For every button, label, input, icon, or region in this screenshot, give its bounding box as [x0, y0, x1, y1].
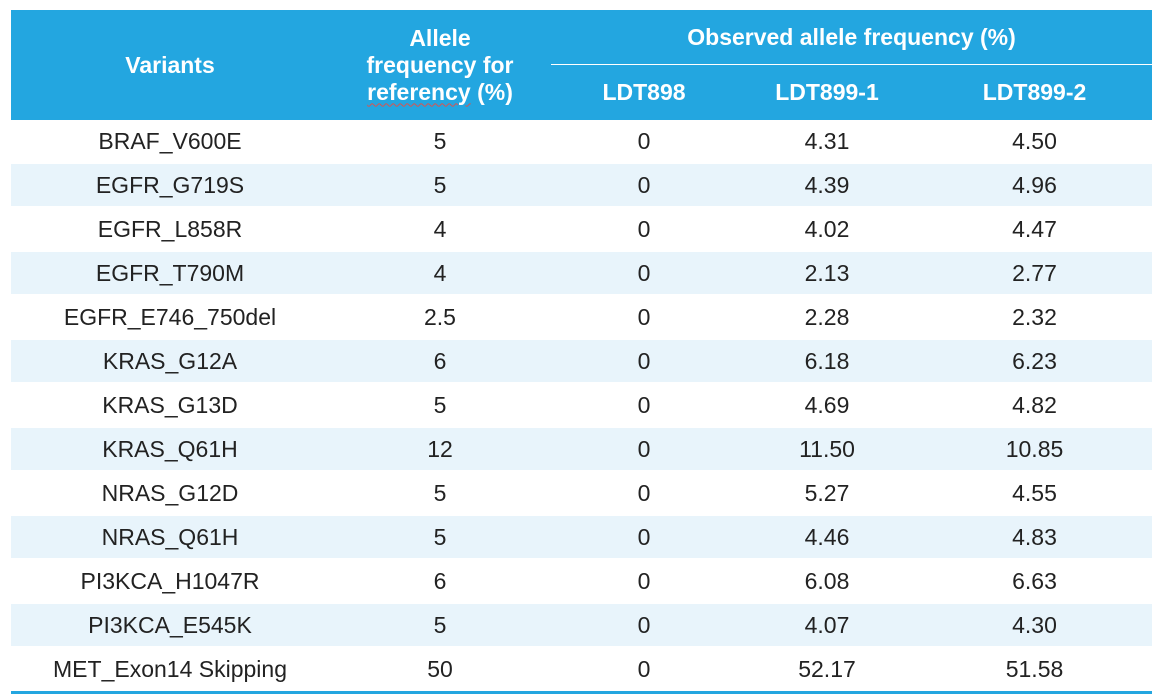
table-row: EGFR_L858R 4 0 4.02 4.47 — [11, 206, 1153, 251]
cell-ref: 5 — [433, 127, 447, 154]
cell-ldt898: 0 — [551, 470, 737, 515]
cell-ldt899-2: 2.77 — [917, 250, 1153, 295]
table-row: EGFR_E746_750del 2.5 0 2.28 2.32 — [11, 294, 1153, 339]
cell-variant: NRAS_G12D — [11, 470, 329, 515]
cell-ref: 2.5 — [329, 294, 551, 339]
header-observed-group: Observed allele frequency (%) — [551, 10, 1153, 65]
cell-ref: 5 — [329, 470, 551, 515]
cell-ref: 6 — [329, 558, 551, 603]
cell-ref: 5 — [329, 514, 551, 559]
header-ldt899-2: LDT899-2 — [917, 65, 1153, 120]
cell-ldt899-1: 4.07 — [737, 602, 917, 647]
header-ref-unit: (%) — [470, 78, 513, 105]
header-variants: Variants — [11, 10, 329, 120]
cell-ldt899-2: 6.23 — [917, 338, 1153, 383]
cell-ldt898: 0 — [551, 558, 737, 603]
cell-variant: EGFR_E746_750del — [11, 294, 329, 339]
cell-ldt899-2: 4.30 — [917, 602, 1153, 647]
table-row: PI3KCA_H1047R 6 0 6.08 6.63 — [11, 558, 1153, 603]
cell-variant: MET_Exon14 Skipping — [11, 646, 329, 690]
header-observed-label: Observed allele frequency (%) — [687, 24, 1016, 50]
cell-variant: PI3KCA_H1047R — [11, 558, 329, 603]
cell-ldt898: 0 — [551, 250, 737, 295]
table-row: KRAS_G12A 6 0 6.18 6.23 — [11, 338, 1153, 383]
table-row: EGFR_G719S 5 0 4.39 4.96 — [11, 162, 1153, 207]
cell-ref: 4 — [329, 250, 551, 295]
cell-ldt898: 0 — [551, 602, 737, 647]
cell-ref: 5 — [329, 382, 551, 427]
table-row: KRAS_G13D 5 0 4.69 4.82 — [11, 382, 1153, 427]
header-ldt898: LDT898 — [551, 65, 737, 120]
cell-ldt899-1: 4.46 — [737, 514, 917, 559]
table-row: PI3KCA_E545K 5 0 4.07 4.30 — [11, 602, 1153, 647]
table-row: KRAS_Q61H 12 0 11.50 10.85 — [11, 426, 1153, 471]
cell-ldt899-1: 4.39 — [737, 162, 917, 207]
cell-ldt899-2: 4.83 — [917, 514, 1153, 559]
cell-ldt898: 0 — [551, 294, 737, 339]
cell-ldt898: 0 — [551, 162, 737, 207]
cell-ldt899-2: 4.50 — [1012, 127, 1057, 154]
cell-variant: KRAS_G12A — [11, 338, 329, 383]
cell-variant: KRAS_G13D — [11, 382, 329, 427]
cell-variant: BRAF_V600E — [98, 127, 242, 154]
cell-ldt898: 0 — [551, 382, 737, 427]
table-row: NRAS_Q61H 5 0 4.46 4.83 — [11, 514, 1153, 559]
cell-variant: EGFR_L858R — [11, 206, 329, 251]
cell-variant: EGFR_T790M — [11, 250, 329, 295]
cell-ldt899-1: 4.69 — [737, 382, 917, 427]
cell-ref: 6 — [329, 338, 551, 383]
table-row: BRAF_V600E 5 0 4.31 4.50 — [11, 120, 1152, 163]
cell-ref: 12 — [329, 426, 551, 471]
header-ref-word: referency — [367, 78, 471, 105]
cell-ldt899-1: 6.18 — [737, 338, 917, 383]
cell-ldt899-2: 10.85 — [917, 426, 1153, 471]
cell-ldt899-2: 4.96 — [917, 162, 1153, 207]
header-ldt899-1: LDT899-1 — [737, 65, 917, 120]
cell-ldt899-1: 6.08 — [737, 558, 917, 603]
cell-ldt898: 0 — [637, 127, 651, 154]
cell-variant: PI3KCA_E545K — [11, 602, 329, 647]
cell-ldt899-2: 4.55 — [917, 470, 1153, 515]
cell-ldt899-1: 4.31 — [804, 127, 850, 154]
cell-ldt899-1: 52.17 — [737, 646, 917, 690]
table-header: Variants Allele frequency for referency … — [11, 10, 1153, 120]
cell-variant: EGFR_G719S — [11, 162, 329, 207]
cell-variant: NRAS_Q61H — [11, 514, 329, 559]
cell-ldt898: 0 — [551, 338, 737, 383]
cell-ldt898: 0 — [551, 206, 737, 251]
header-ref-line3: referency (%) — [329, 79, 551, 106]
allele-frequency-table: Variants Allele frequency for referency … — [11, 10, 1153, 690]
header-reference-frequency: Allele frequency for referency (%) — [329, 10, 551, 120]
cell-ldt899-1: 2.28 — [737, 294, 917, 339]
allele-frequency-table-container: Variants Allele frequency for referency … — [11, 10, 1153, 694]
cell-ldt899-1: 4.02 — [737, 206, 917, 251]
cell-ldt899-1: 11.50 — [737, 426, 917, 471]
cell-ldt899-1: 5.27 — [737, 470, 917, 515]
cell-ref: 4 — [329, 206, 551, 251]
table-row: MET_Exon14 Skipping 50 0 52.17 51.58 — [11, 646, 1153, 690]
cell-ldt898: 0 — [551, 426, 737, 471]
table-body: BRAF_V600E 5 0 4.31 4.50 EGFR_G719S 5 0 … — [11, 120, 1153, 690]
cell-ldt899-2: 4.82 — [917, 382, 1153, 427]
cell-ref: 5 — [329, 162, 551, 207]
header-ref-line1: Allele — [409, 24, 471, 51]
cell-ldt898: 0 — [551, 646, 737, 690]
cell-ldt899-2: 2.32 — [917, 294, 1153, 339]
cell-variant: KRAS_Q61H — [11, 426, 329, 471]
cell-ref: 5 — [329, 602, 551, 647]
table-row: NRAS_G12D 5 0 5.27 4.55 — [11, 470, 1153, 515]
cell-ldt899-2: 51.58 — [917, 646, 1153, 690]
header-ref-line2: frequency for — [366, 51, 514, 78]
cell-ref: 50 — [329, 646, 551, 690]
header-group-divider — [551, 64, 1153, 65]
cell-ldt899-2: 4.47 — [917, 206, 1153, 251]
cell-ldt899-1: 2.13 — [737, 250, 917, 295]
cell-ldt899-2: 6.63 — [917, 558, 1153, 603]
cell-ldt898: 0 — [551, 514, 737, 559]
table-row: EGFR_T790M 4 0 2.13 2.77 — [11, 250, 1153, 295]
